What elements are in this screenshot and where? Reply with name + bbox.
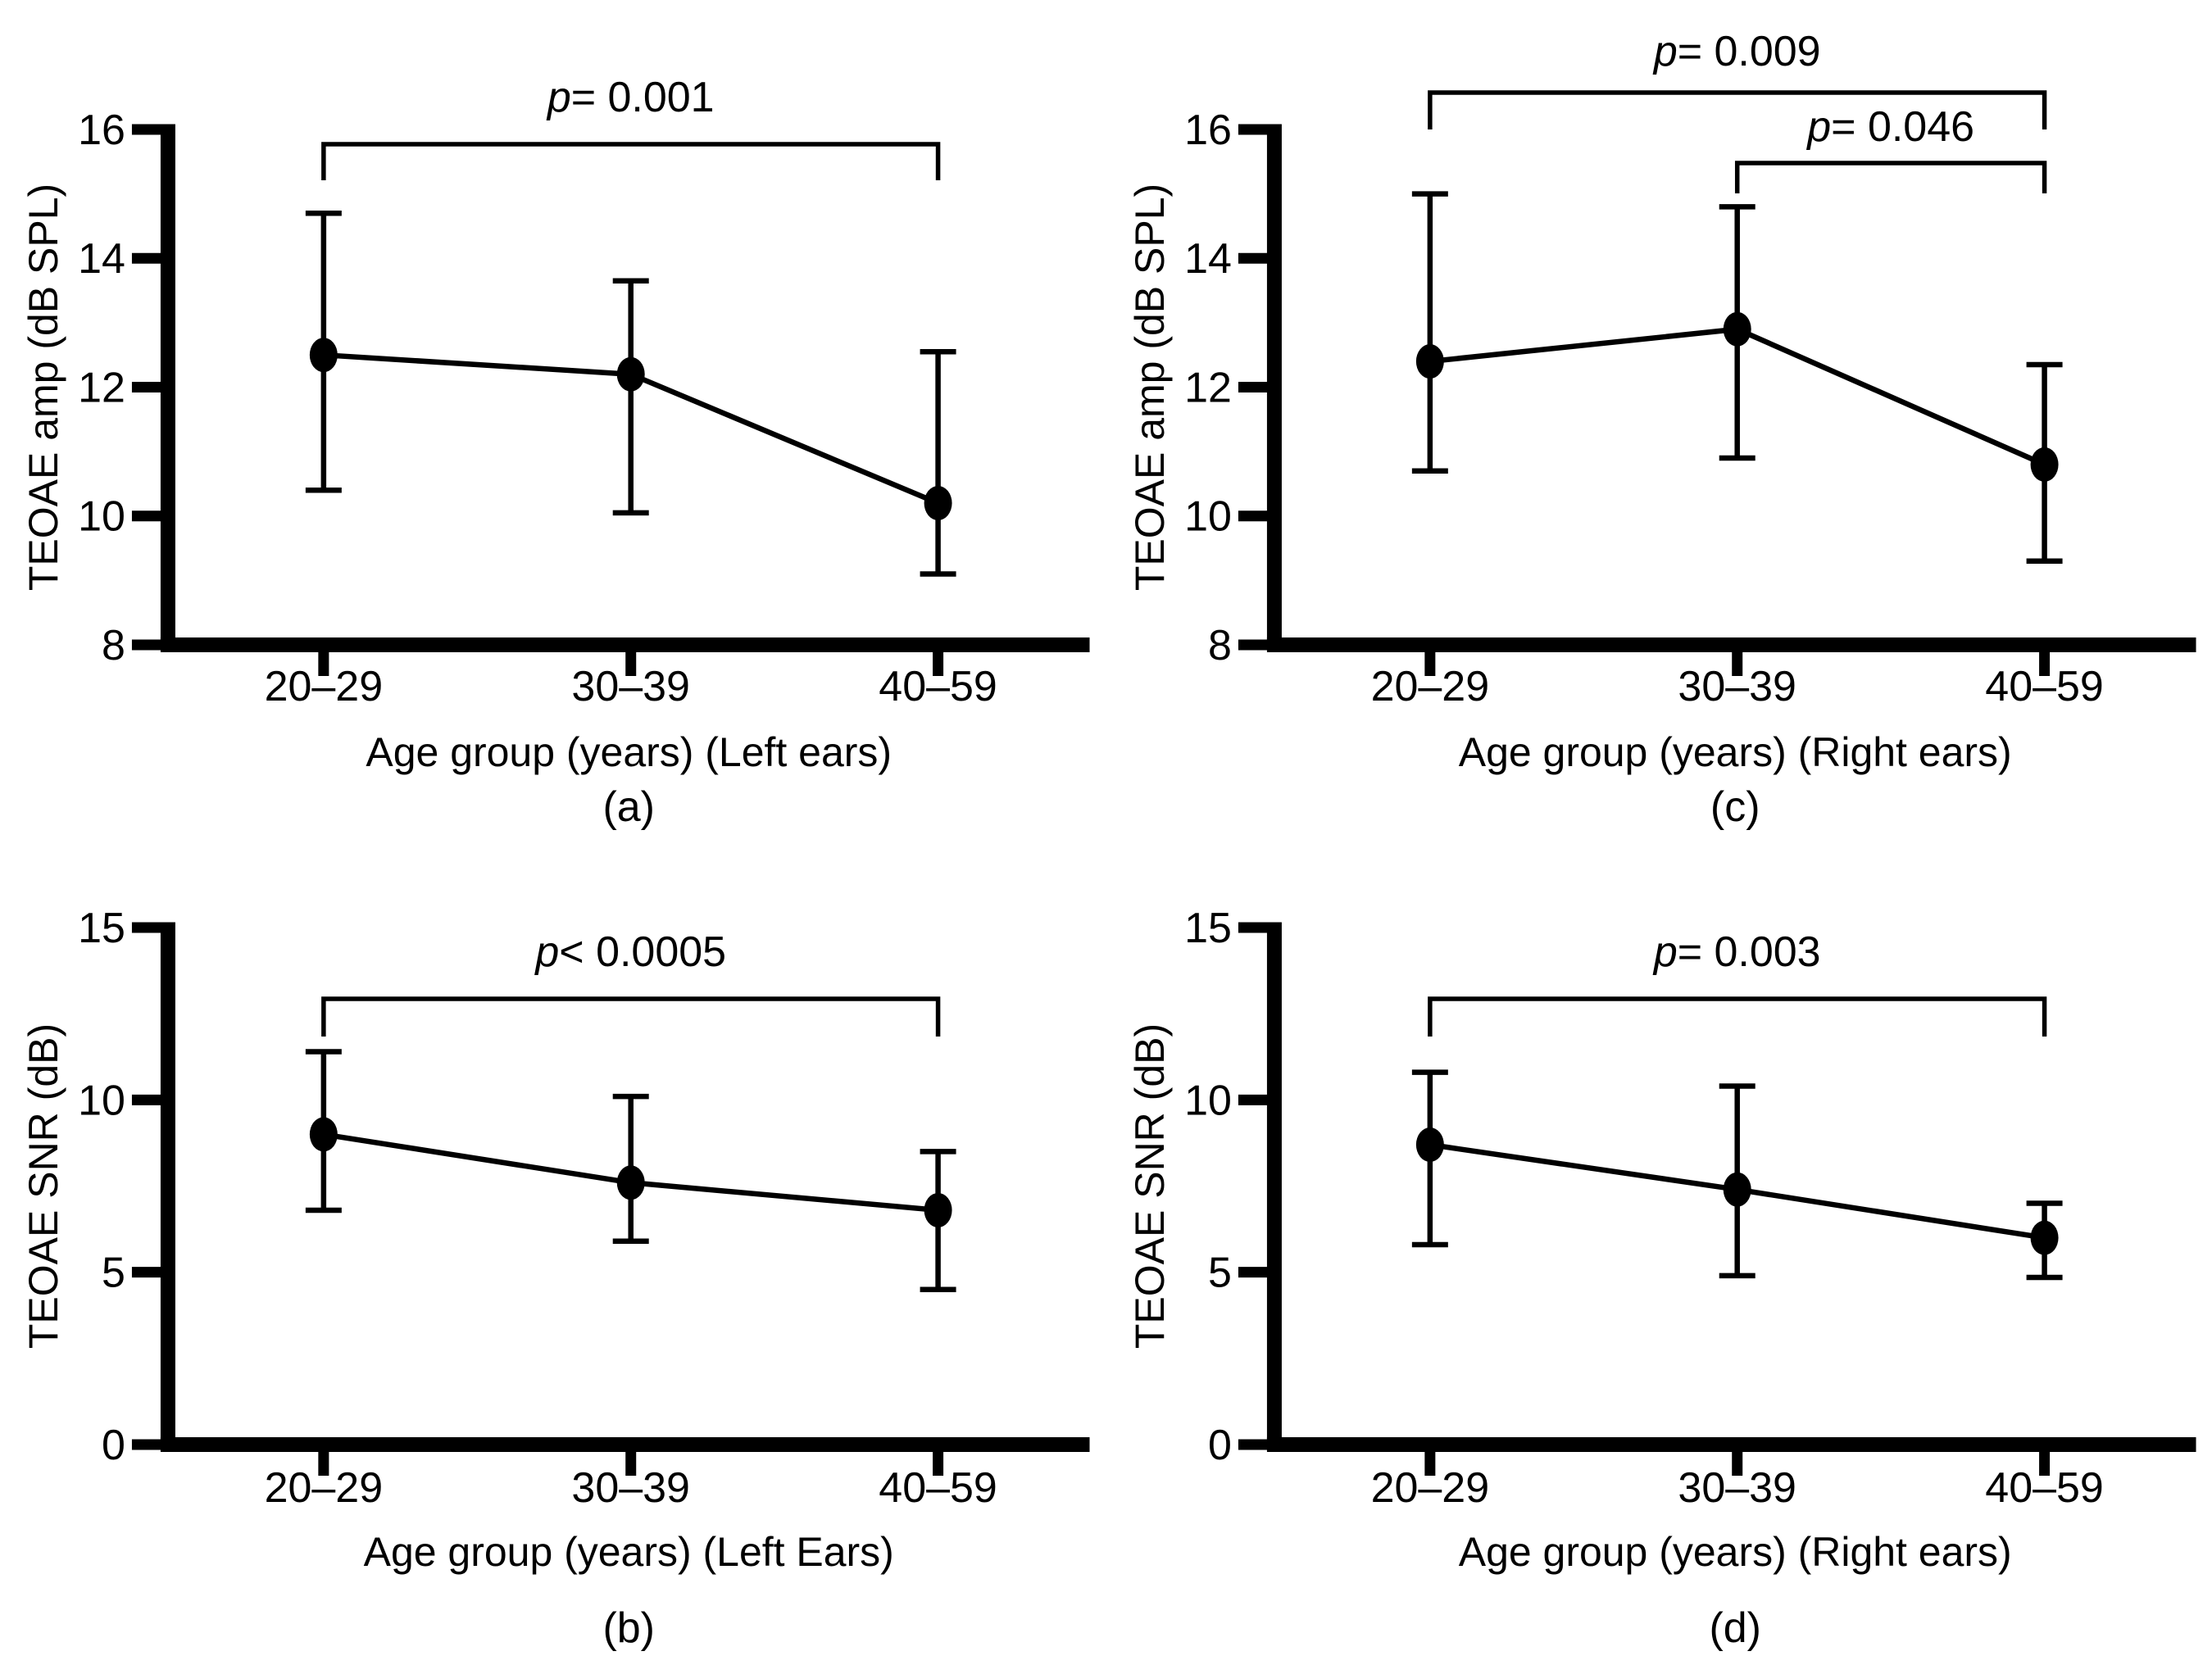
data-point <box>309 338 338 373</box>
data-point <box>1723 311 1751 347</box>
data-point <box>924 486 952 521</box>
y-tick-label: 16 <box>78 107 125 154</box>
x-tick-label: 40–59 <box>879 1464 997 1512</box>
data-point <box>2030 1220 2059 1255</box>
y-tick-label: 14 <box>78 235 125 283</box>
y-tick-label: 15 <box>78 905 125 952</box>
p-value-label: p= 0.046 <box>1805 103 1974 151</box>
y-tick-label: 12 <box>78 364 125 411</box>
y-tick-label: 5 <box>102 1250 125 1297</box>
panel-a: p= 0.001 8 10 12 14 16 20–29 30–39 40–59 TEOAE am… <box>0 0 1106 832</box>
p-value-label: p< 0.0005 <box>534 928 726 976</box>
panel-caption: (d) <box>1709 1604 1761 1652</box>
x-axis-title: Age group (years) (Left ears) <box>366 729 892 775</box>
x-axis-title: Age group (years) (Right ears) <box>1458 1529 2011 1575</box>
panel-caption: (a) <box>602 783 655 831</box>
y-tick-label: 16 <box>1184 107 1232 154</box>
y-tick-label: 12 <box>1184 364 1232 411</box>
y-tick-label: 5 <box>1208 1250 1232 1297</box>
data-point <box>1415 1127 1444 1163</box>
data-point <box>924 1192 952 1227</box>
panel-b-chart: p< 0.0005 0 5 10 15 20–29 30–39 40–59 TEOAE SNR … <box>20 905 1090 1652</box>
data-point <box>1723 1172 1751 1207</box>
panel-a-chart: p= 0.001 8 10 12 14 16 20–29 30–39 40–59 TEOAE am… <box>20 74 1090 831</box>
y-tick-label: 15 <box>1184 905 1232 952</box>
y-tick-label: 8 <box>1208 622 1232 669</box>
y-tick-label: 10 <box>1184 493 1232 541</box>
panel-caption: (c) <box>1710 783 1760 831</box>
y-tick-label: 10 <box>78 1077 125 1124</box>
p-value-label: p= 0.009 <box>1651 28 1820 75</box>
x-tick-label: 40–59 <box>879 663 997 710</box>
x-tick-label: 40–59 <box>1985 1464 2104 1512</box>
x-tick-label: 30–39 <box>571 663 690 710</box>
y-tick-label: 10 <box>78 493 125 541</box>
x-tick-label: 40–59 <box>1985 663 2104 710</box>
x-tick-label: 20–29 <box>265 663 384 710</box>
y-axis-title: TEOAE SNR (dB) <box>1126 1023 1172 1349</box>
data-point <box>616 356 645 392</box>
x-axis-title: Age group (years) (Left Ears) <box>364 1529 894 1575</box>
significance-bracket <box>321 996 941 1037</box>
y-axis-title: TEOAE SNR (dB) <box>20 1023 66 1349</box>
significance-bracket <box>321 142 941 180</box>
x-tick-label: 30–39 <box>571 1464 690 1512</box>
data-point <box>616 1165 645 1200</box>
y-tick-label: 0 <box>102 1422 125 1469</box>
panel-caption: (b) <box>602 1604 655 1652</box>
data-point <box>2030 447 2059 482</box>
y-tick-label: 8 <box>102 622 125 669</box>
x-axis-title: Age group (years) (Right ears) <box>1458 729 2011 775</box>
significance-bracket <box>1734 161 2046 193</box>
data-point <box>1415 344 1444 379</box>
y-tick-label: 14 <box>1184 235 1232 283</box>
p-value-label: p= 0.001 <box>546 74 715 121</box>
panel-d: p= 0.003 0 5 10 15 20–29 30–39 40–59 TEOAE SNR (… <box>1106 832 2212 1665</box>
panel-b: p< 0.0005 0 5 10 15 20–29 30–39 40–59 TEOAE SNR … <box>0 832 1106 1665</box>
p-value-label: p= 0.003 <box>1651 928 1820 976</box>
x-tick-label: 20–29 <box>1370 663 1489 710</box>
y-tick-label: 0 <box>1208 1422 1232 1469</box>
panel-c-chart: p= 0.009 p= 0.046 8 10 12 14 16 20–29 30–39 40–59… <box>1126 28 2196 831</box>
x-tick-label: 20–29 <box>1370 1464 1489 1512</box>
y-axis-title: TEOAE amp (dB SPL) <box>20 184 66 591</box>
significance-bracket <box>1427 90 2046 129</box>
panel-c: p= 0.009 p= 0.046 8 10 12 14 16 20–29 30–39 40–59… <box>1106 0 2212 832</box>
x-tick-label: 30–39 <box>1678 1464 1796 1512</box>
significance-bracket <box>1427 996 2046 1037</box>
x-tick-label: 30–39 <box>1678 663 1796 710</box>
y-axis-title: TEOAE amp (dB SPL) <box>1126 184 1172 591</box>
panel-d-chart: p= 0.003 0 5 10 15 20–29 30–39 40–59 TEOAE SNR (… <box>1126 905 2196 1652</box>
data-point <box>309 1117 338 1152</box>
x-tick-label: 20–29 <box>265 1464 384 1512</box>
y-tick-label: 10 <box>1184 1077 1232 1124</box>
